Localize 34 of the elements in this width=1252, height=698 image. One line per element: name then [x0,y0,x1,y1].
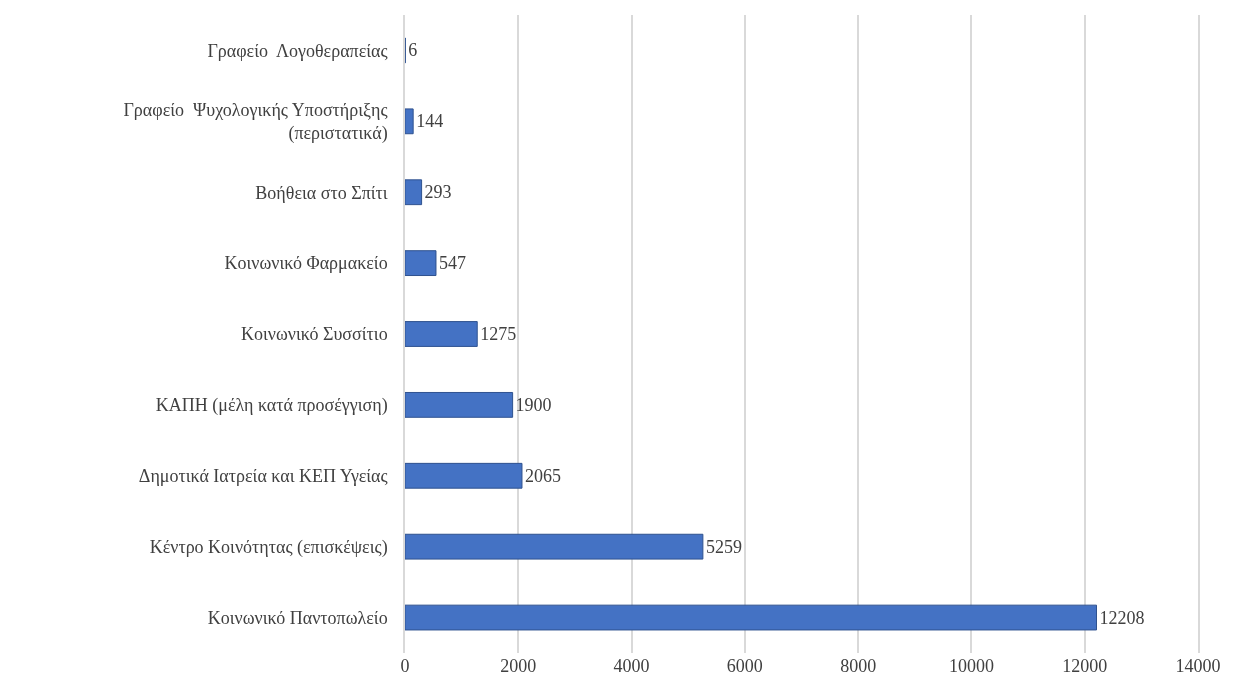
x-tick-label: 6000 [726,656,763,676]
data-label: 1900 [515,394,552,415]
data-label: 5259 [705,536,742,557]
data-label: 2065 [524,465,561,486]
data-label: 144 [416,111,444,132]
y-tick-label: Δημοτικά Ιατρεία και ΚΕΠ Υγείας [138,466,388,487]
y-tick-label: Κοινωνικό Παντοπωλείο [207,607,388,628]
y-tick-label: ΚΑΠΗ (μέλη κατά προσέγγιση) [155,395,388,417]
data-label: 12208 [1099,607,1145,628]
y-tick-label: Κοινωνικό Συσσίτιο [240,324,388,345]
bar [405,391,514,418]
data-label: 293 [424,182,452,203]
bar [405,108,414,135]
x-tick-label: 14000 [1175,656,1221,676]
x-tick-label: 12000 [1062,656,1108,676]
data-label: 547 [438,253,466,274]
x-tick-label: 4000 [613,656,650,676]
bar [405,462,523,489]
y-tick-label: Γραφείο Λογοθεραπείας [207,40,388,61]
y-tick-label: Κοινωνικό Φαρμακείο [224,253,388,274]
bar [405,533,704,560]
data-label: 1275 [480,324,517,344]
bar [405,321,478,347]
bar [405,250,437,277]
x-tick-label: 0 [400,656,410,676]
y-tick-label: Κέντρο Κοινότητας (επισκέψεις) [149,536,388,558]
x-tick-label: 10000 [948,656,994,676]
bar [405,179,423,206]
x-tick-label: 2000 [500,656,537,676]
bar [405,604,1097,631]
x-tick-label: 8000 [840,656,877,676]
y-tick-label: Γραφείο Ψυχολογικής Υποστήριξης (περιστατικά) [123,99,388,145]
y-tick-label: Βοήθεια στο Σπίτι [255,182,388,203]
data-label: 6 [408,40,418,61]
